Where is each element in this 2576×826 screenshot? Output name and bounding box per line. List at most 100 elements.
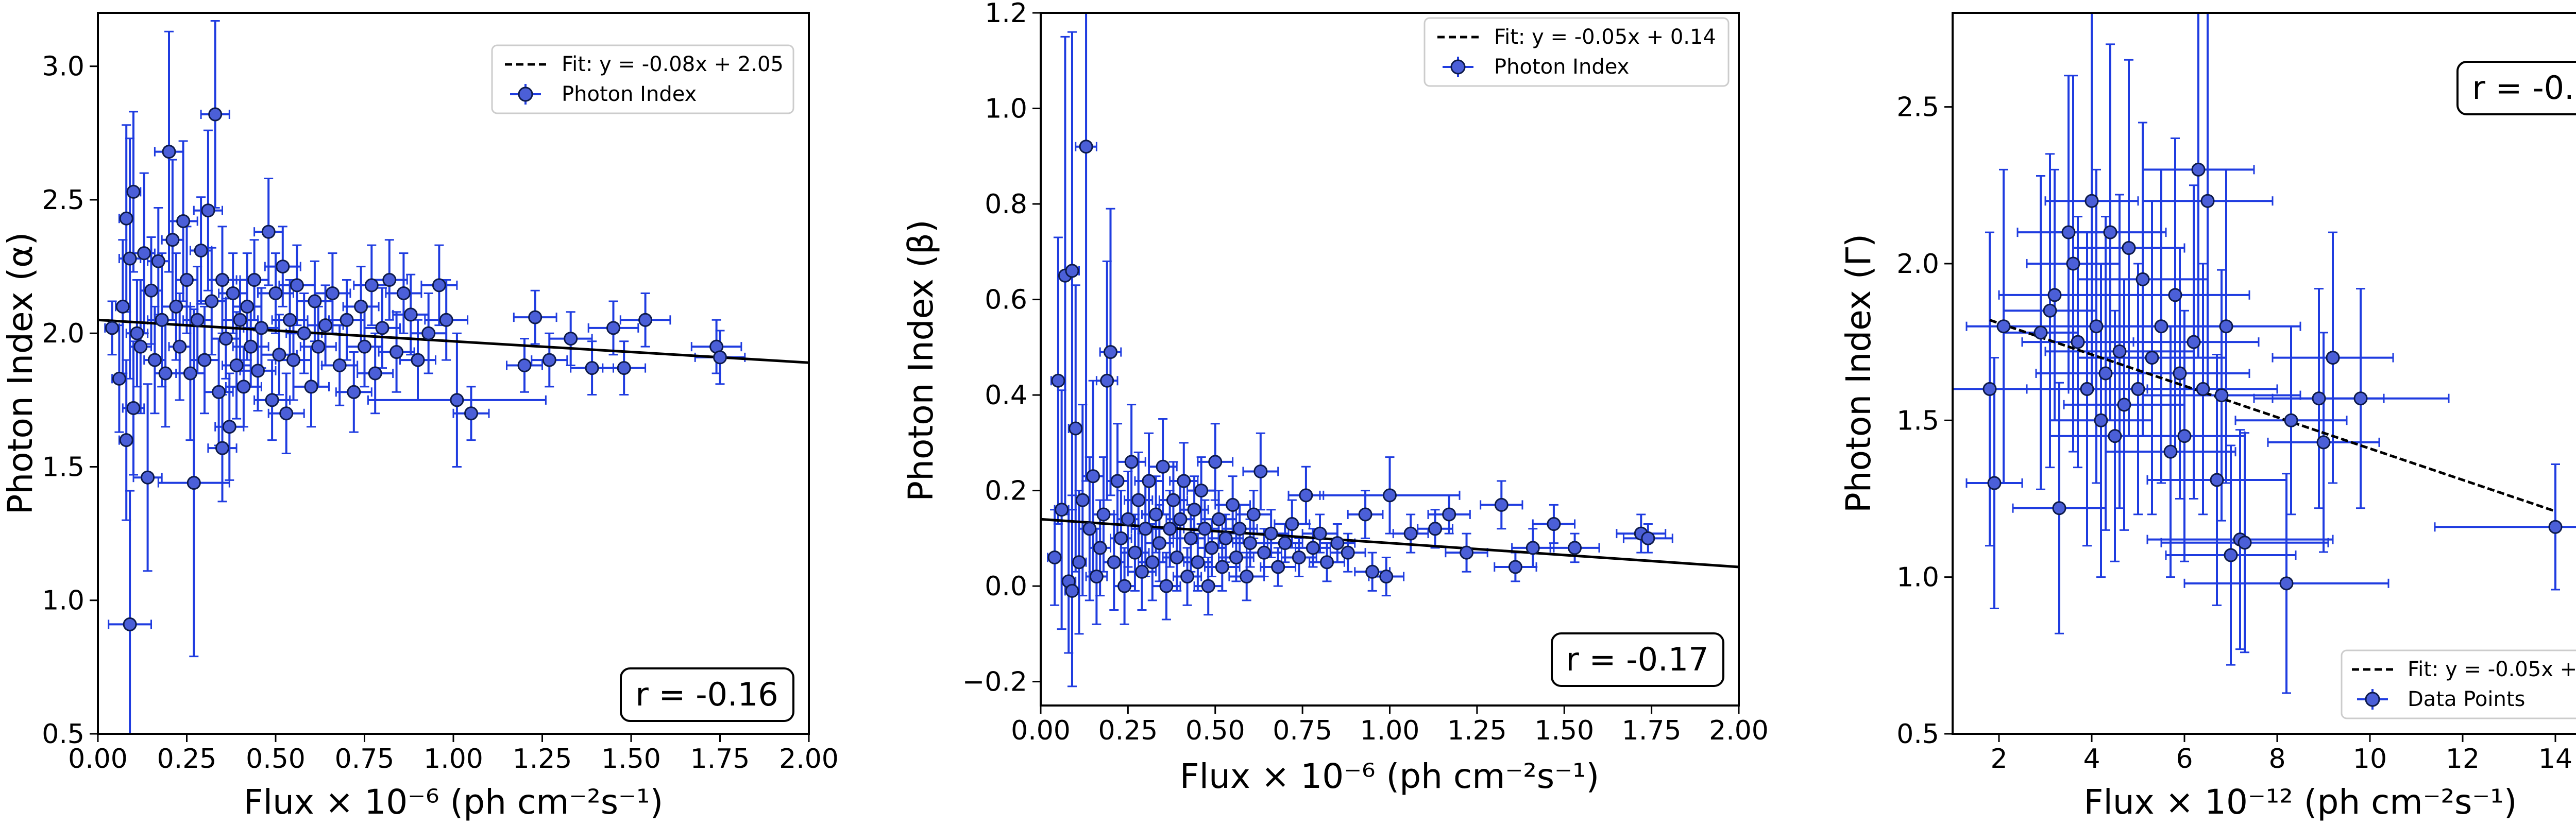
data-point [261,225,276,239]
data-point [115,299,130,314]
legend-point-marker [518,87,533,102]
data-point [183,366,197,381]
panel-gamma-x-ticks: 246810121416 [1990,734,2572,775]
data-point [2145,351,2159,365]
data-point [439,313,453,327]
panel-alpha-annotation: r = -0.16 [620,667,794,722]
y-tick-label: 2.5 [1896,92,1939,123]
data-point [1159,579,1174,593]
x-tick-label: 0.25 [1098,715,1158,746]
panel-alpha-y-ticks: 0.5 1.0 1.5 2.0 2.5 3.0 [42,51,98,750]
data-point [1187,503,1201,517]
legend-box [1423,17,1730,87]
r-value-text: r = -0.16 [635,676,778,713]
x-tick-label: 0.75 [335,744,395,775]
data-point [1508,560,1522,574]
data-point [247,273,262,287]
legend-series-label: Photon Index [562,82,697,106]
data-point [638,313,653,327]
data-point [162,145,176,159]
data-point [1403,526,1418,541]
data-point [147,353,162,367]
data-point [517,358,532,372]
x-tick-label: 12 [2446,744,2480,775]
data-point [169,299,183,314]
data-point [1313,526,1327,541]
y-tick-label: 0.5 [1896,719,1939,750]
data-point [308,294,322,308]
y-tick-label: 2.5 [42,185,84,216]
x-tick-label: 0.50 [1185,715,1245,746]
data-point [2214,388,2229,403]
data-point [2224,548,2238,562]
panel-beta-xlabel: Flux × 10⁻⁶ (ph cm⁻²s⁻¹) [1180,756,1599,796]
y-tick-label: 1.2 [985,0,1027,29]
data-point [1170,550,1184,564]
fit-line [98,318,809,364]
data-point [2103,225,2117,239]
data-point [272,348,286,362]
data-point [2131,382,2145,396]
legend-fit-label: Fit: y = -0.08x + 2.05 [562,53,784,76]
data-point [325,286,340,300]
data-point [229,358,244,372]
data-point [1152,536,1166,550]
data-point [2098,366,2113,381]
data-point [1246,507,1261,522]
panel-beta-x-ticks: 0.00 0.25 0.50 0.75 1.00 1.25 1.50 1.75 2.00 [1011,705,1769,746]
data-point [1177,474,1191,488]
data-point [2200,194,2215,208]
data-point [585,361,599,375]
data-point [212,385,226,399]
data-point [528,310,543,324]
data-point [1243,536,1257,550]
x-tick-label: 6 [2176,744,2193,775]
panel-beta-legend: Fit: y = -0.05x + 0.14 Photon Index [1423,17,1730,87]
data-point [2089,319,2104,334]
data-point [165,233,180,247]
data-point [1257,545,1272,560]
data-point [1987,476,2002,490]
data-point [332,358,347,372]
data-point [1183,531,1198,545]
x-tick-label: 8 [2268,744,2285,775]
data-point [244,339,258,354]
data-point [1271,560,1285,574]
legend-fit-label: Fit: y = -0.05x + 0.14 [1494,25,1716,49]
y-tick-label: 1.0 [985,94,1027,125]
x-tick-label: 1.00 [423,744,483,775]
y-tick-label: 1.0 [42,586,84,616]
data-point [542,353,556,367]
data-point [311,339,326,354]
data-point [1494,497,1509,512]
data-point [364,278,379,292]
data-point [1138,522,1153,536]
data-point [180,273,194,287]
x-tick-label: 1.00 [1360,715,1420,746]
data-point [215,441,229,455]
data-point [1093,541,1107,555]
data-point [2163,444,2178,459]
data-point [1547,517,1561,531]
x-tick-label: 1.75 [1622,715,1682,746]
data-point [1379,570,1394,584]
data-point [1075,493,1090,507]
r-value-box [620,667,794,722]
fit-line [1989,319,2556,513]
data-point [1383,488,1397,503]
data-point [2071,335,2085,349]
panel-beta-frame [1040,12,1740,707]
data-point [123,617,137,631]
panel-gamma-y-ticks: 0.5 1.0 1.5 2.0 2.5 [1896,92,1953,750]
data-point [2196,382,2210,396]
data-point [1194,484,1209,498]
x-tick-label: 1.50 [601,744,661,775]
panel-gamma: 246810121416 0.51.01.52.02.5 Flux × 10⁻¹… [1839,12,2576,822]
data-point [1201,579,1215,593]
data-point [606,321,620,335]
data-point [226,286,240,300]
y-tick-label: 3.0 [42,51,84,82]
data-point [1982,382,1997,396]
data-point [2108,429,2122,443]
data-point [2112,344,2127,358]
